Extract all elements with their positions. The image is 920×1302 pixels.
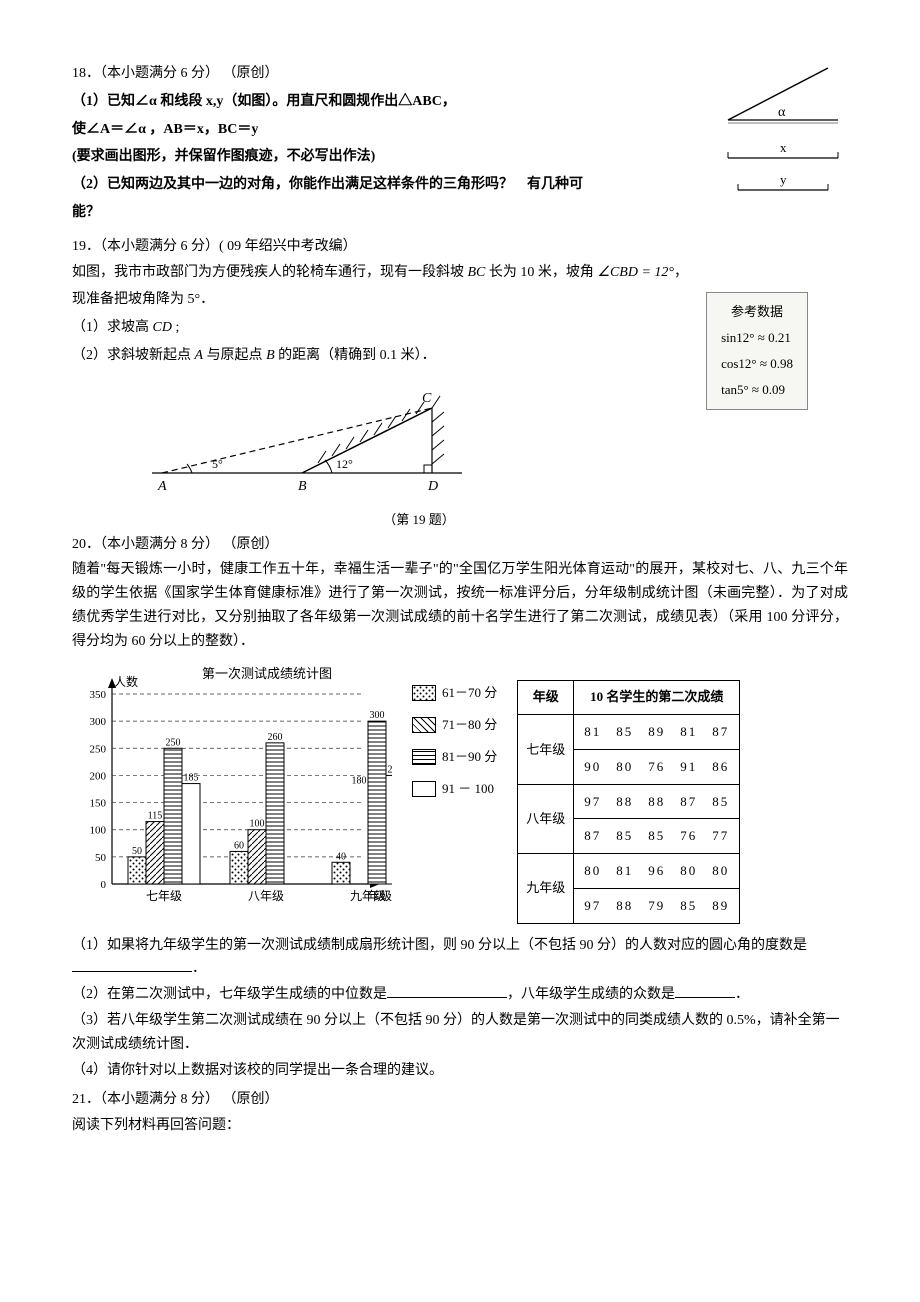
table-row: 九年级 80 81 96 80 80 bbox=[518, 854, 740, 889]
legend-item: 71－80 分 bbox=[412, 714, 497, 736]
table-row: 七年级 81 85 89 81 87 bbox=[518, 715, 740, 750]
q18-line1: （1）已知∠α 和线段 x,y（如图）。用直尺和圆规作出△ABC， bbox=[72, 90, 718, 114]
table-header-scores: 10 名学生的第二次成绩 bbox=[574, 680, 740, 715]
svg-text:115: 115 bbox=[148, 810, 163, 821]
svg-text:200: 200 bbox=[90, 770, 107, 782]
svg-text:5°: 5° bbox=[212, 457, 223, 471]
ref-l1: sin12° ≈ 0.21 bbox=[721, 325, 793, 351]
table-header-grade: 年级 bbox=[518, 680, 574, 715]
q21-line1: 阅读下列材料再回答问题： bbox=[72, 1114, 848, 1138]
q20-p1: 随着"每天锻炼一小时，健康工作五十年，幸福生活一辈子"的"全国亿万学生阳光体育运… bbox=[72, 558, 848, 653]
svg-text:60: 60 bbox=[234, 840, 244, 851]
q19-caption: （第 19 题） bbox=[132, 509, 706, 531]
reference-data-box: 参考数据 sin12° ≈ 0.21 cos12° ≈ 0.98 tan5° ≈… bbox=[706, 292, 808, 410]
q18-line5: 能？ bbox=[72, 201, 718, 225]
svg-text:B: B bbox=[298, 479, 307, 494]
legend-item: 91 － 100 bbox=[412, 778, 497, 800]
svg-text:50: 50 bbox=[132, 845, 142, 856]
svg-text:七年级: 七年级 bbox=[146, 889, 182, 903]
q21-heading: 21．（本小题满分 8 分） （原创） bbox=[72, 1088, 848, 1112]
svg-text:y: y bbox=[780, 172, 787, 187]
q20-q2: （2）在第二次测试中，七年级学生成绩的中位数是，八年级学生成绩的众数是． bbox=[72, 983, 848, 1007]
svg-text:200: 200 bbox=[388, 764, 393, 775]
svg-text:α: α bbox=[778, 105, 786, 120]
ref-l2: cos12° ≈ 0.98 bbox=[721, 351, 793, 377]
q19-stmt: 如图，我市市政部门为方便残疾人的轮椅车通行，现有一段斜坡 BC 长为 10 米，… bbox=[72, 261, 848, 285]
q20-q1: （1）如果将九年级学生的第一次测试成绩制成扇形统计图，则 90 分以上（不包括 … bbox=[72, 934, 848, 982]
svg-text:x: x bbox=[780, 140, 787, 155]
svg-text:100: 100 bbox=[90, 824, 107, 836]
q18-figure: α x y bbox=[718, 60, 848, 200]
q18-line4a: （2）已知两边及其中一边的对角，你能作出满足这样条件的三角形吗？ bbox=[72, 177, 513, 192]
svg-text:A: A bbox=[157, 479, 167, 494]
q18-line2: 使∠A＝∠α ，AB＝x，BC＝y bbox=[72, 118, 718, 142]
q19-stmt2: 现准备把坡角降为 5°． bbox=[72, 288, 706, 312]
ref-l3: tan5° ≈ 0.09 bbox=[721, 377, 793, 403]
svg-text:第一次测试成绩统计图: 第一次测试成绩统计图 bbox=[202, 666, 332, 681]
q18-line3: (要求画出图形，并保留作图痕迹，不必写出作法) bbox=[72, 145, 718, 169]
svg-text:40: 40 bbox=[336, 851, 346, 862]
svg-text:50: 50 bbox=[95, 851, 107, 863]
svg-text:185: 185 bbox=[184, 772, 199, 783]
segment-x-icon: x bbox=[718, 136, 848, 162]
svg-text:D: D bbox=[427, 479, 438, 494]
q20-q4: （4）请你针对以上数据对该校的同学提出一条合理的建议。 bbox=[72, 1059, 848, 1083]
svg-text:300: 300 bbox=[90, 716, 107, 728]
svg-text:250: 250 bbox=[90, 743, 107, 755]
angle-alpha-icon: α bbox=[718, 60, 848, 130]
svg-text:人数: 人数 bbox=[114, 674, 138, 689]
legend-item: 61－70 分 bbox=[412, 682, 497, 704]
scores-table: 年级 10 名学生的第二次成绩 七年级 81 85 89 81 87 90 80… bbox=[517, 680, 740, 924]
q19-heading: 19．（本小题满分 6 分）( 09 年绍兴中考改编） bbox=[72, 235, 848, 259]
svg-text:350: 350 bbox=[90, 689, 107, 701]
q19-pt2: （2）求斜坡新起点 A 与原起点 B 的距离（精确到 0.1 米）． bbox=[72, 344, 706, 368]
q18-line4b: 有几种可 bbox=[527, 177, 583, 192]
svg-text:150: 150 bbox=[90, 797, 107, 809]
table-row: 八年级 97 88 88 87 85 bbox=[518, 784, 740, 819]
q20-heading: 20．（本小题满分 8 分） （原创） bbox=[72, 533, 848, 557]
svg-text:C: C bbox=[422, 391, 432, 406]
svg-text:250: 250 bbox=[166, 737, 181, 748]
q19-pt1: （1）求坡高 CD ; bbox=[72, 316, 706, 340]
svg-text:12°: 12° bbox=[336, 457, 353, 471]
svg-text:180: 180 bbox=[352, 775, 367, 786]
svg-text:0: 0 bbox=[101, 879, 107, 891]
q20-q3: （3）若八年级学生第二次测试成绩在 90 分以上（不包括 90 分）的人数是第一… bbox=[72, 1009, 848, 1057]
legend-item: 81－90 分 bbox=[412, 746, 497, 768]
q18-heading: 18．（本小题满分 6 分） （原创） bbox=[72, 62, 718, 86]
ramp-figure: C A B D 5° 12° （第 19 题） bbox=[132, 378, 706, 531]
svg-text:260: 260 bbox=[268, 731, 283, 742]
chart-legend: 61－70 分 71－80 分 81－90 分 91 － 100 bbox=[412, 682, 497, 924]
ref-title: 参考数据 bbox=[721, 299, 793, 325]
svg-text:八年级: 八年级 bbox=[248, 889, 284, 903]
svg-text:300: 300 bbox=[370, 710, 385, 721]
bar-chart: 第一次测试成绩统计图 人数 年级 05010015020025030035050… bbox=[72, 664, 392, 924]
segment-y-icon: y bbox=[718, 168, 848, 194]
svg-text:九年级: 九年级 bbox=[350, 889, 386, 903]
svg-text:100: 100 bbox=[250, 818, 265, 829]
table-row: 年级 10 名学生的第二次成绩 bbox=[518, 680, 740, 715]
